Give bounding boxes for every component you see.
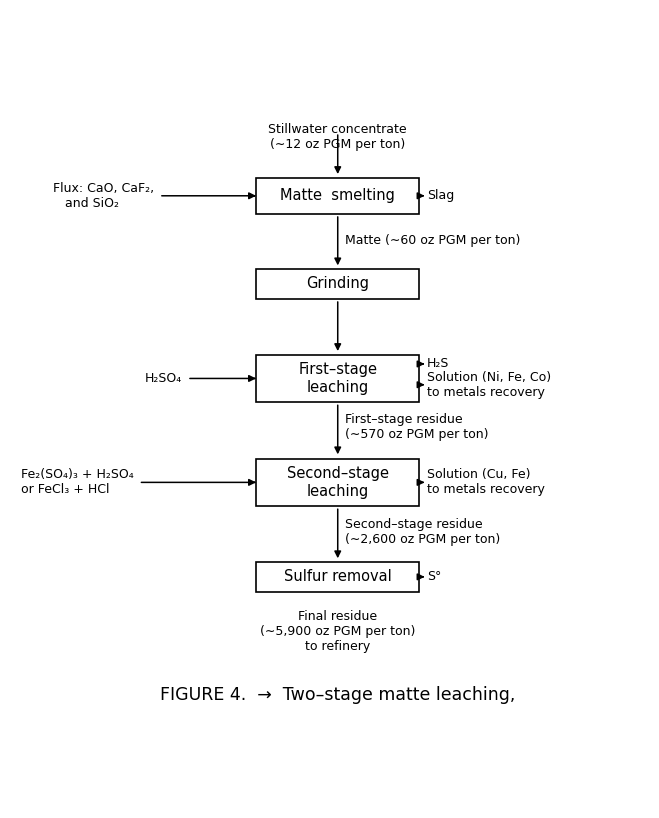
FancyBboxPatch shape xyxy=(256,355,419,402)
FancyBboxPatch shape xyxy=(256,269,419,299)
Text: Grinding: Grinding xyxy=(306,276,369,291)
FancyBboxPatch shape xyxy=(256,562,419,592)
FancyBboxPatch shape xyxy=(256,178,419,214)
Text: Slag: Slag xyxy=(427,189,454,202)
Text: Fe₂(SO₄)₃ + H₂SO₄
or FeCl₃ + HCl: Fe₂(SO₄)₃ + H₂SO₄ or FeCl₃ + HCl xyxy=(20,469,133,497)
Text: Matte  smelting: Matte smelting xyxy=(280,188,395,204)
Text: First–stage
leaching: First–stage leaching xyxy=(299,362,377,394)
Text: H₂S: H₂S xyxy=(427,357,449,371)
Text: Matte (∼60 oz PGM per ton): Matte (∼60 oz PGM per ton) xyxy=(345,234,521,247)
Text: Stillwater concentrate
(∼12 oz PGM per ton): Stillwater concentrate (∼12 oz PGM per t… xyxy=(268,124,407,151)
Text: H₂SO₄: H₂SO₄ xyxy=(145,372,182,385)
FancyBboxPatch shape xyxy=(256,459,419,506)
Text: First–stage residue
(∼570 oz PGM per ton): First–stage residue (∼570 oz PGM per ton… xyxy=(345,413,489,441)
Text: Final residue
(∼5,900 oz PGM per ton)
to refinery: Final residue (∼5,900 oz PGM per ton) to… xyxy=(260,610,415,654)
Text: Solution (Cu, Fe)
to metals recovery: Solution (Cu, Fe) to metals recovery xyxy=(427,469,545,497)
Text: FIGURE 4.  →  Two–stage matte leaching,: FIGURE 4. → Two–stage matte leaching, xyxy=(160,686,515,704)
Text: Sulfur removal: Sulfur removal xyxy=(284,569,391,584)
Text: Second–stage
leaching: Second–stage leaching xyxy=(287,466,389,499)
Text: Flux: CaO, CaF₂,
   and SiO₂: Flux: CaO, CaF₂, and SiO₂ xyxy=(53,182,154,209)
Text: S°: S° xyxy=(427,570,442,583)
Text: Second–stage residue
(∼2,600 oz PGM per ton): Second–stage residue (∼2,600 oz PGM per … xyxy=(345,518,501,546)
Text: Solution (Ni, Fe, Co)
to metals recovery: Solution (Ni, Fe, Co) to metals recovery xyxy=(427,371,551,398)
